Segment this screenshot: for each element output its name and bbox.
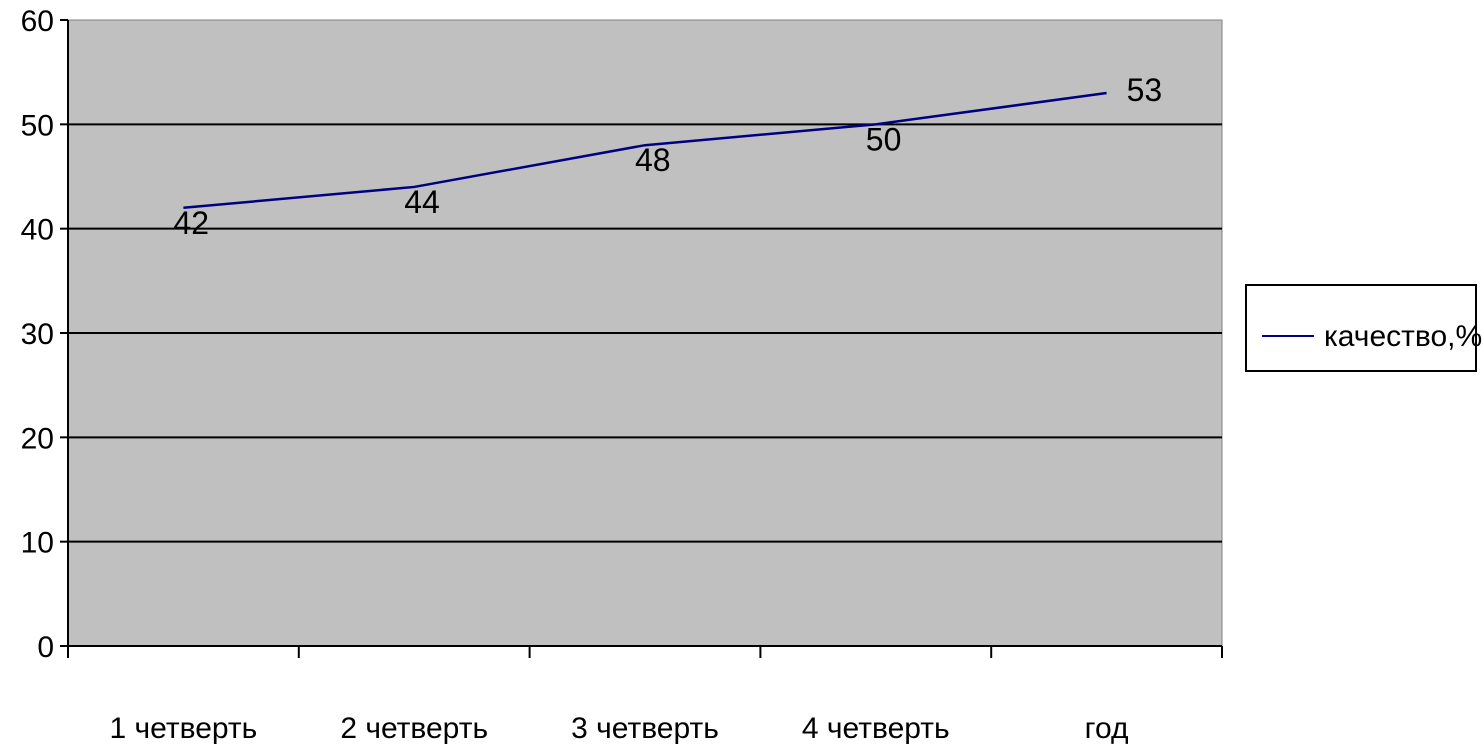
y-tick-label: 30 — [21, 318, 54, 351]
legend: качество,% — [1245, 284, 1482, 372]
y-tick-label: 50 — [21, 109, 54, 142]
data-label: 48 — [635, 142, 671, 178]
data-label: 44 — [404, 184, 440, 220]
y-tick-label: 0 — [37, 631, 54, 664]
series-line — [183, 91, 1107, 210]
gridlines — [68, 123, 1222, 543]
series — [183, 91, 1107, 210]
data-label: 50 — [866, 121, 902, 157]
y-tick-label: 60 — [21, 5, 54, 38]
y-tick-label: 40 — [21, 214, 54, 247]
y-axis-ticks: 0 10 20 30 40 50 60 — [21, 5, 68, 664]
legend-box — [1245, 284, 1477, 372]
x-tick-label: 4 четверть — [802, 712, 950, 745]
y-tick-label: 10 — [21, 527, 54, 560]
x-tick-label: год — [1085, 712, 1129, 745]
x-tick-label: 1 четверть — [110, 712, 258, 745]
y-tick-label: 20 — [21, 422, 54, 455]
legend-label: качество,% — [1324, 320, 1482, 353]
x-tick-label: 3 четверть — [571, 712, 719, 745]
x-axis-ticks: 1 четверть 2 четверть 3 четверть 4 четверть… — [67, 646, 1223, 745]
x-tick-label: 2 четверть — [340, 712, 488, 745]
data-labels: 42 44 48 50 53 — [173, 72, 1162, 241]
data-label: 53 — [1127, 72, 1163, 108]
data-label: 42 — [173, 205, 209, 241]
